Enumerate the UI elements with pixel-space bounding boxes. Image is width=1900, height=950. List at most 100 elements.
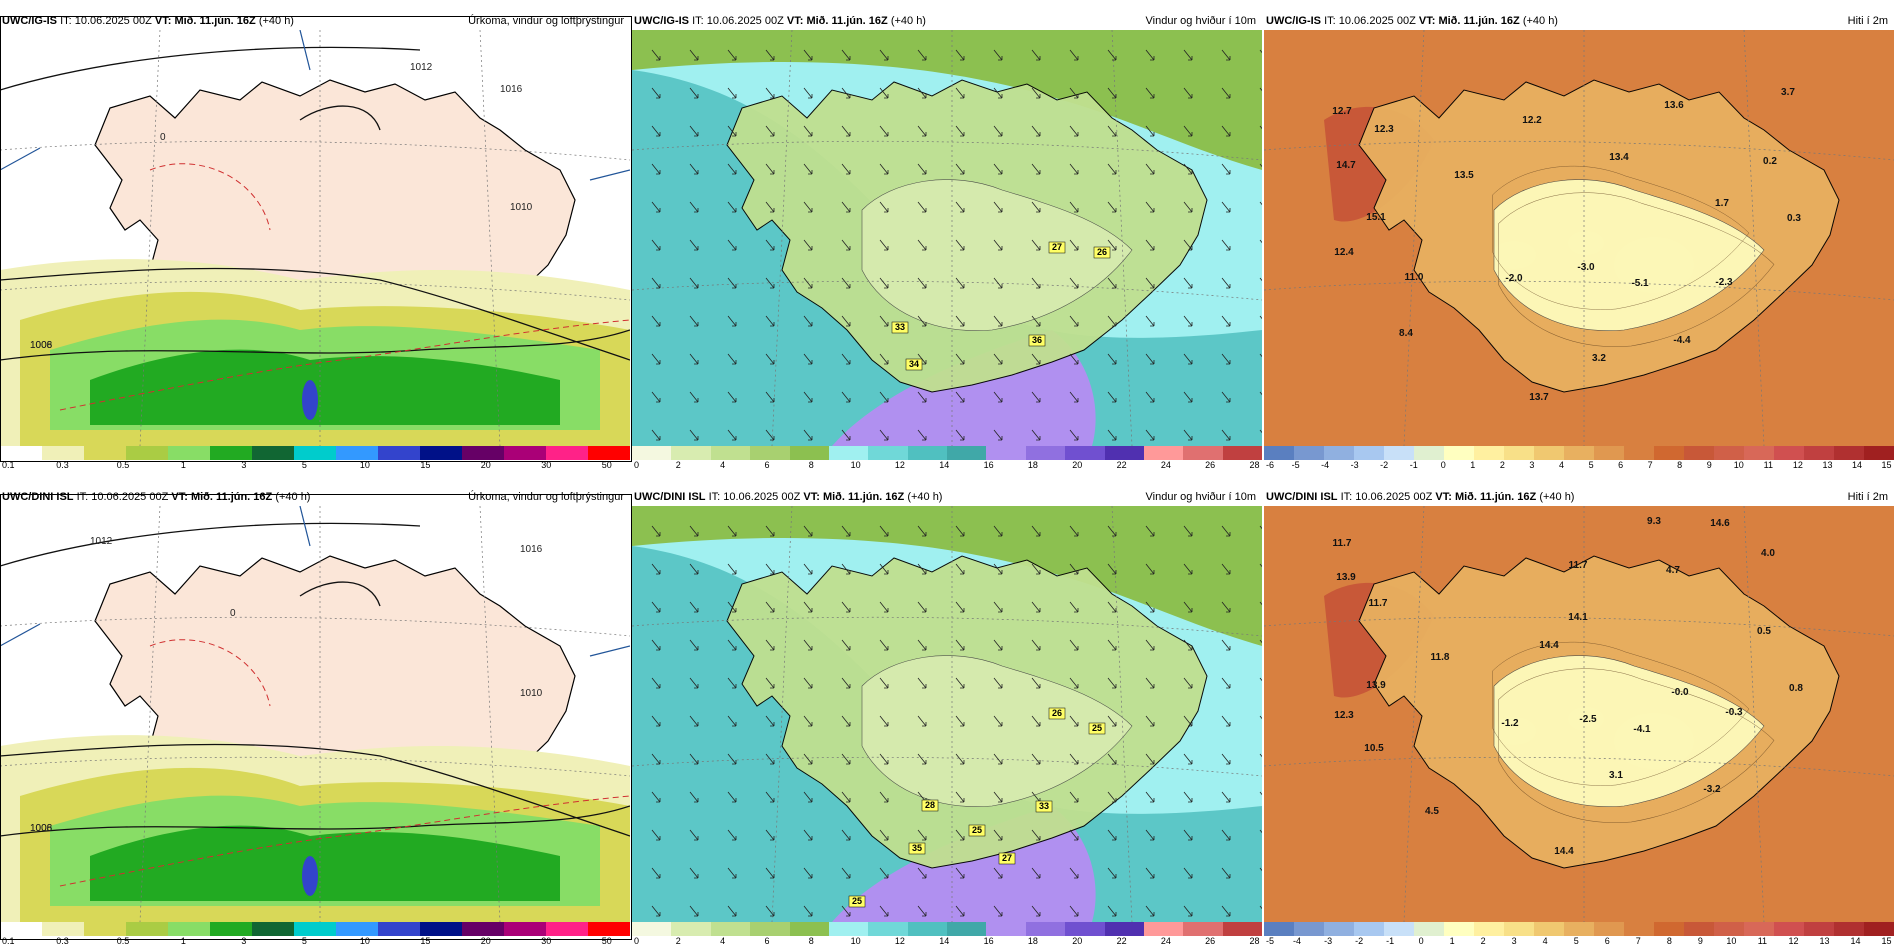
color-scale-swatch: [294, 922, 336, 936]
color-scale-labels: -6 -5 -4 -3 -2 -1 0 1 2 3 4 5 6 7 8 9 10 11 12 13 14 15: [1264, 460, 1894, 472]
gust-label-bg: [848, 895, 866, 908]
vt-label: VT:: [786, 15, 804, 27]
panel-precip-dini: UWC/DINI ISL IT: 10.06.2025 00Z VT: Mið.…: [0, 488, 630, 948]
color-scale-swatch: [1684, 446, 1714, 460]
panel-header: UWC/IG-IS IT: 10.06.2025 00Z VT: Mið. 11…: [632, 12, 1262, 30]
scale-tick-label: 13: [1822, 460, 1833, 470]
scale-tick-label: 12: [894, 936, 905, 946]
color-scale-swatch: [1065, 446, 1105, 460]
color-scale-swatch: [1774, 922, 1804, 936]
graticule: [1264, 30, 1894, 446]
scale-tick-label: 15: [1881, 460, 1892, 470]
temperature-label: 13.9: [1366, 680, 1386, 691]
color-scale-labels: 0.1 0.3 0.5 1 3 5 10 15 20 30 50: [0, 936, 630, 948]
temperature-label: -0.0: [1671, 687, 1689, 698]
temperature-label: 12.7: [1332, 106, 1352, 117]
scale-tick-label: 7: [1635, 936, 1641, 946]
color-scale-swatch: [210, 922, 252, 936]
color-scale-swatch: [1444, 922, 1474, 936]
vt-label: VT:: [803, 491, 820, 503]
scale-tick-label: -5: [1291, 460, 1300, 470]
color-scale-swatch: [1294, 446, 1324, 460]
color-scale-swatch: [986, 922, 1026, 936]
color-scale-bar: [0, 446, 630, 460]
lead-time: (+40 h): [1522, 15, 1558, 27]
color-scale-swatch: [1324, 922, 1354, 936]
scale-tick-label: 0.3: [56, 460, 69, 470]
lead-time: (+40 h): [907, 491, 943, 503]
vt-label: VT:: [1418, 15, 1436, 27]
scale-tick-label: 30: [541, 460, 552, 470]
color-scale-swatch: [0, 446, 42, 460]
panel-header: UWC/IG-IS IT: 10.06.2025 00Z VT: Mið. 11…: [0, 12, 630, 30]
color-scale-labels: 0.1 0.3 0.5 1 3 5 10 15 20 30 50: [0, 460, 630, 472]
scale-tick-label: 0: [634, 460, 640, 470]
gust-label: 26: [1052, 708, 1062, 718]
color-scale-labels: 0 2 4 6 8 10 12 14 16 18 20 22 24 26 28: [632, 936, 1262, 948]
color-scale-swatch: [588, 922, 630, 936]
color-scale-swatch: [1384, 922, 1414, 936]
isobar-label: 0: [160, 132, 166, 143]
gust-label-bg: [921, 799, 939, 812]
panel-header: UWC/DINI ISL IT: 10.06.2025 00Z VT: Mið.…: [632, 488, 1262, 506]
temperature-label: 14.1: [1568, 612, 1588, 623]
color-scale-swatch: [1864, 922, 1894, 936]
color-scale-swatch: [947, 446, 987, 460]
color-scale-swatch: [84, 446, 126, 460]
model-name: UWC/DINI ISL: [634, 491, 706, 503]
gust-label: 25: [972, 825, 982, 835]
color-scale-swatch: [462, 922, 504, 936]
map-area: 26 25 28 25 33 35 27 25: [632, 506, 1262, 922]
temperature-label: 11.0: [1405, 272, 1424, 283]
scale-tick-label: 30: [541, 936, 552, 946]
color-scale-swatch: [1025, 446, 1066, 460]
color-scale-swatch: [1714, 446, 1744, 460]
scale-tick-label: 8: [1666, 936, 1672, 946]
scale-tick-label: 14: [939, 936, 950, 946]
color-scale-swatch: [1624, 446, 1654, 460]
isobars: [0, 522, 630, 837]
scale-tick-label: 3: [241, 936, 247, 946]
temperature-label: -2.5: [1579, 714, 1597, 725]
precip-max: [302, 380, 318, 420]
temperature-contours: [59, 163, 630, 411]
panel-header: UWC/DINI ISL IT: 10.06.2025 00Z VT: Mið.…: [0, 488, 630, 506]
temperature-label: 11.8: [1431, 652, 1450, 663]
scale-tick-label: -1: [1386, 936, 1395, 946]
scale-tick-label: 8: [808, 936, 814, 946]
color-scale-swatch: [42, 446, 84, 460]
scale-tick-label: 6: [764, 936, 770, 946]
temperature-label: -3.0: [1577, 262, 1595, 273]
isobar-label: 1012: [90, 536, 113, 547]
color-scale-swatch: [1744, 922, 1774, 936]
color-scale-swatch: [986, 446, 1026, 460]
temperature-label: 4.7: [1666, 565, 1680, 576]
map-area: 1012 1016 1010 1008 1006 0: [0, 506, 630, 922]
panel-title: Hiti í 2m: [1847, 491, 1888, 503]
color-scale-swatch: [1504, 922, 1534, 936]
color-scale-bar: [632, 922, 1262, 936]
color-scale-swatch: [907, 922, 947, 936]
graticule: [0, 30, 630, 446]
color-scale-bar: [1264, 446, 1894, 460]
it-label: IT:: [692, 15, 704, 27]
scale-tick-label: 9: [1706, 460, 1712, 470]
isobar-label: 1008: [30, 823, 53, 834]
meridian-lines: [0, 30, 630, 181]
scale-tick-label: 5: [301, 460, 307, 470]
color-scale-swatch: [1654, 922, 1684, 936]
color-scale-swatch: [828, 446, 869, 460]
lead-time: (+40 h): [890, 15, 926, 27]
temperature-label: 14.7: [1336, 160, 1356, 171]
color-scale-swatch: [1714, 922, 1744, 936]
gust-label: 33: [1039, 801, 1049, 811]
scale-tick-label: 15: [420, 936, 431, 946]
vt-label: VT:: [1435, 491, 1452, 503]
panel-temp-dini: UWC/DINI ISL IT: 10.06.2025 00Z VT: Mið.…: [1264, 488, 1894, 948]
scale-tick-label: 18: [1027, 460, 1038, 470]
gust-label-bg: [905, 358, 923, 371]
scale-tick-label: 28: [1249, 460, 1260, 470]
scale-tick-label: 11: [1763, 460, 1773, 470]
map-canvas: 27 26 33 34 36: [632, 30, 1262, 446]
lead-time: (+40 h): [275, 491, 311, 503]
